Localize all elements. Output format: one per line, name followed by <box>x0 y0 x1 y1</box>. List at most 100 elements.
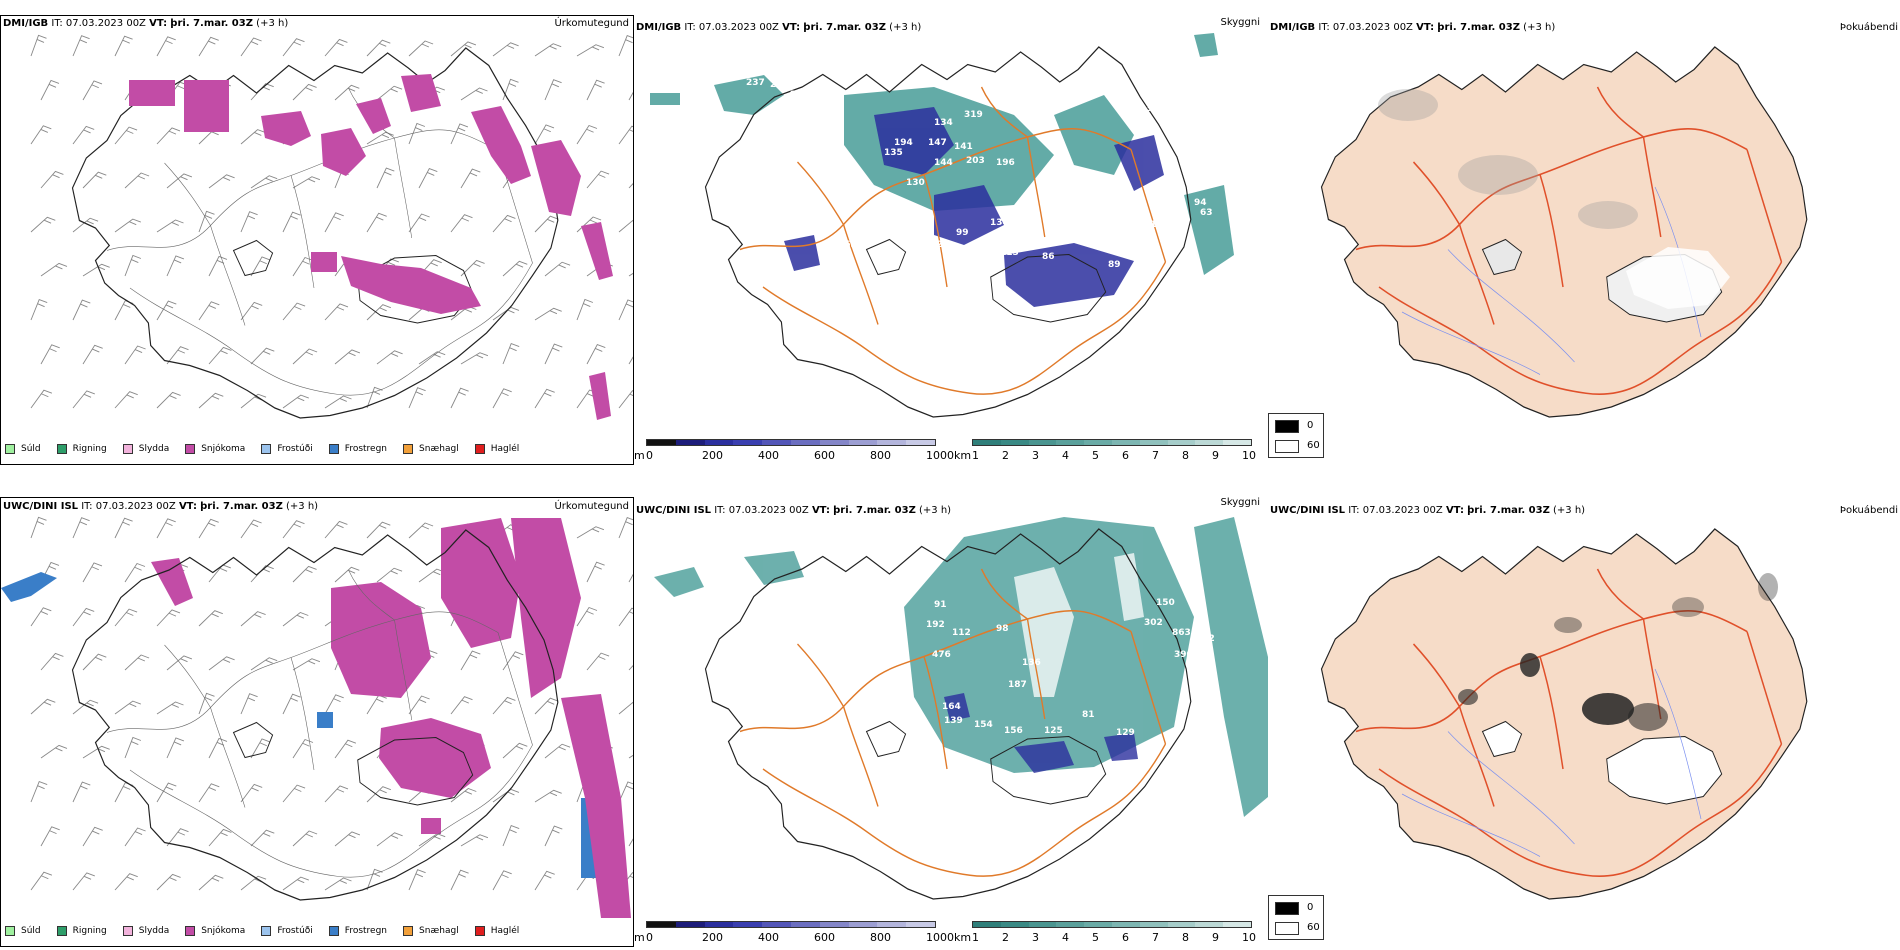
wind-barb <box>82 826 103 847</box>
panel-kind-fog-top: Þokuábendi <box>1839 22 1898 33</box>
legend-label: Haglél <box>490 926 520 936</box>
wind-barb <box>240 519 262 539</box>
wind-barb <box>250 738 271 759</box>
panel-kind-precip-bottom: Úrkomutegund <box>554 501 629 512</box>
height-colorbar-bottom: m 0 200 400 600 800 1000 <box>634 919 954 947</box>
panel-title-bottom-2: UWC/DINI ISL IT: 07.03.2023 00Z VT: þri.… <box>636 505 952 516</box>
legend-label: Snæhagl <box>419 444 459 454</box>
colorbar-strip <box>646 439 936 446</box>
wind-barb <box>460 168 481 189</box>
wind-barb <box>156 518 176 539</box>
legend-swatch <box>122 926 133 936</box>
colorbar-tick: 9 <box>1212 449 1219 462</box>
wind-barb <box>376 832 403 847</box>
wind-barb <box>40 826 60 847</box>
wind-barb <box>376 85 403 101</box>
precip-legend-top: Súld Rigning Slydda Snjókoma Frostúði Frostre… <box>5 444 535 454</box>
wind-barb <box>324 520 348 539</box>
wind-barb <box>576 298 594 321</box>
snow-areas <box>151 518 631 918</box>
wind-barb <box>292 348 318 365</box>
fog-panel-bottom: UWC/DINI ISL IT: 07.03.2023 00Z VT: þri.… <box>1268 497 1900 947</box>
legend-swatch <box>185 444 196 454</box>
colorbar-cell <box>704 440 734 445</box>
cloud-base-value: 288 <box>1220 178 1239 188</box>
wind-barb <box>418 351 446 365</box>
legend-label: Slydda <box>138 926 170 936</box>
wind-barb <box>282 394 309 409</box>
wind-barb <box>450 787 477 803</box>
wind-barb <box>628 754 633 759</box>
colorbar-tick: 400 <box>758 931 779 944</box>
wind-barb <box>82 171 107 189</box>
colorbar-cell <box>1000 440 1029 445</box>
wind-barb <box>450 41 477 57</box>
wind-barb <box>586 652 610 671</box>
wind-barb <box>30 389 53 409</box>
colorbar-tick: 7 <box>1152 449 1159 462</box>
legend-swatch <box>474 926 485 936</box>
colorbar-tick: 0 <box>646 931 653 944</box>
legend-label: Snæhagl <box>419 926 459 936</box>
legend-label: Snjókoma <box>201 926 246 936</box>
wind-barb <box>240 37 262 57</box>
wind-barb <box>334 739 357 759</box>
wind-barb <box>292 830 318 847</box>
colorbar-cell <box>704 922 734 927</box>
wind-barb <box>82 344 103 365</box>
legend-item: Súld <box>5 926 41 936</box>
wind-barb <box>460 650 481 671</box>
colorbar-cell <box>647 440 676 445</box>
legend-item: Rigning <box>56 926 107 936</box>
colorbar-cell <box>906 440 935 445</box>
wind-barb <box>198 301 220 321</box>
wind-barb <box>576 44 605 57</box>
wind-barb <box>534 43 562 57</box>
sky-legend-label: 60 <box>1307 922 1320 933</box>
wind-barb <box>334 831 361 847</box>
colorbar-cell <box>819 440 849 445</box>
colorbar-cell <box>733 440 763 445</box>
colorbar-tick: 4 <box>1062 931 1069 944</box>
cloud-base-value: 112 <box>952 628 971 638</box>
legend-swatch <box>474 444 485 454</box>
legend-label: Frostúði <box>277 926 313 936</box>
wind-barb <box>156 782 177 803</box>
wind-barb <box>198 36 219 57</box>
wind-barb <box>240 129 266 145</box>
wind-barb <box>618 781 633 803</box>
wind-barb <box>544 343 563 365</box>
sky-legend-swatch <box>1275 922 1299 935</box>
colorbar-cell <box>675 922 705 927</box>
wind-barb <box>418 833 446 847</box>
wind-barb <box>292 738 314 759</box>
precip-legend-bottom: Súld Rigning Slydda Snjókoma Frostúði Frostre… <box>5 926 535 936</box>
wind-barb <box>408 695 430 715</box>
sky-legend-bottom: 0 60 <box>1268 895 1324 940</box>
wind-barb <box>124 736 142 759</box>
wind-barb <box>198 518 219 539</box>
colorbar-cell <box>1167 922 1196 927</box>
wind-barb <box>502 825 520 847</box>
visibility-colorbar-bottom: km 1 2 3 4 5 6 7 8 9 10 <box>954 919 1268 947</box>
cloud-base-value: 113 <box>1000 248 1019 258</box>
wind-barb <box>408 522 434 539</box>
colorbar-tick: 6 <box>1122 449 1129 462</box>
cloud-base-value: 154 <box>974 720 993 730</box>
wind-barb <box>114 873 138 891</box>
legend-swatch <box>5 444 15 454</box>
wind-barb <box>576 124 598 145</box>
wind-barb <box>460 259 485 277</box>
wind-barb <box>72 781 91 803</box>
cloud-base-value: 135 <box>884 148 903 158</box>
wind-barb <box>334 349 361 365</box>
wind-barb <box>366 304 391 321</box>
wind-barb <box>282 876 309 891</box>
colorbar-cell <box>973 922 1001 927</box>
sky-legend-label: 0 <box>1307 420 1314 431</box>
wind-barb <box>114 700 141 715</box>
wind-barb <box>366 39 391 57</box>
colorbar-tick: 400 <box>758 449 779 462</box>
wind-barb <box>418 168 438 189</box>
fog-map-bottom <box>1320 528 1808 900</box>
